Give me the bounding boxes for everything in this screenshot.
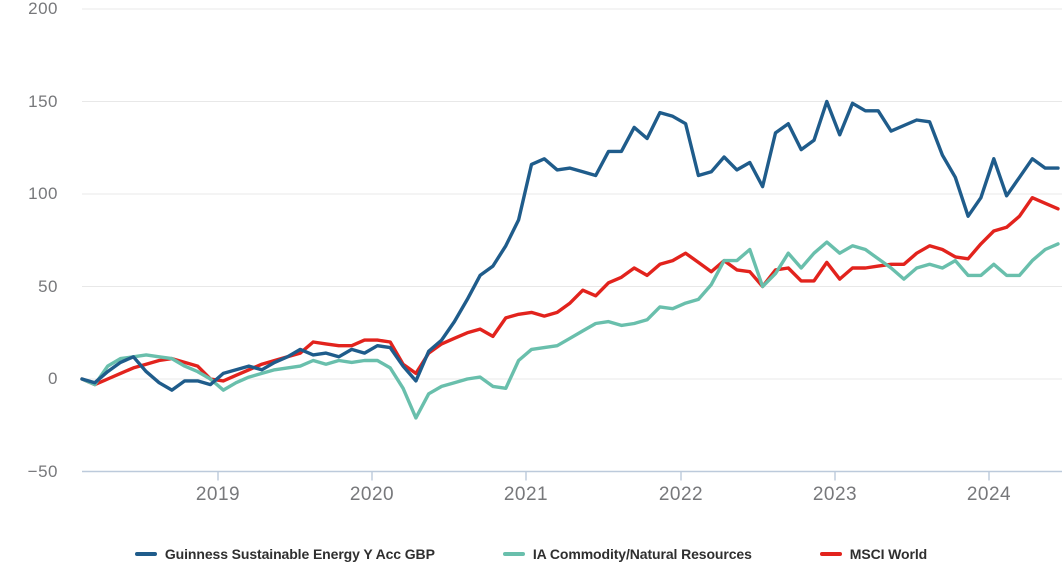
y-axis-label-0: 0 (48, 369, 58, 388)
legend-item-guinness-sustainable-energy[interactable]: Guinness Sustainable Energy Y Acc GBP (134, 546, 435, 562)
legend-item-msci-world[interactable]: MSCI World (819, 546, 928, 562)
legend-label-guinness-sustainable-energy: Guinness Sustainable Energy Y Acc GBP (164, 546, 435, 562)
x-axis-label-2019: 2019 (195, 484, 241, 505)
legend-label-ia-commodity-natural-resources: IA Commodity/Natural Resources (532, 546, 752, 562)
legend-line-swatch-ia-commodity-natural-resources (502, 552, 525, 556)
y-axis-label-100: 100 (28, 184, 58, 203)
y-axis-label--50: −50 (27, 461, 58, 481)
y-axis-label-50: 50 (38, 276, 58, 296)
legend-label-msci-world: MSCI World (849, 546, 928, 562)
x-axis-label-2022: 2022 (658, 484, 704, 505)
chart-plot-area (80, 8, 1062, 481)
y-axis-label-200: 200 (28, 0, 58, 18)
legend-line-swatch-guinness-sustainable-energy (134, 552, 157, 556)
chart-legend: Guinness Sustainable Energy Y Acc GBP IA … (0, 543, 1062, 565)
x-axis-label-2024: 2024 (966, 484, 1012, 505)
x-axis-label-2023: 2023 (812, 484, 858, 505)
series-line-ia-commodity-natural-resources (80, 240, 1060, 420)
legend-line-swatch-msci-world (819, 552, 842, 556)
legend-item-ia-commodity-natural-resources[interactable]: IA Commodity/Natural Resources (502, 546, 752, 562)
x-axis-label-2020: 2020 (349, 484, 395, 505)
x-axis-label-2021: 2021 (503, 484, 549, 505)
series-line-guinness-sustainable-energy (80, 99, 1060, 392)
series-line-msci-world (80, 195, 1060, 387)
y-axis-label-150: 150 (28, 91, 58, 111)
